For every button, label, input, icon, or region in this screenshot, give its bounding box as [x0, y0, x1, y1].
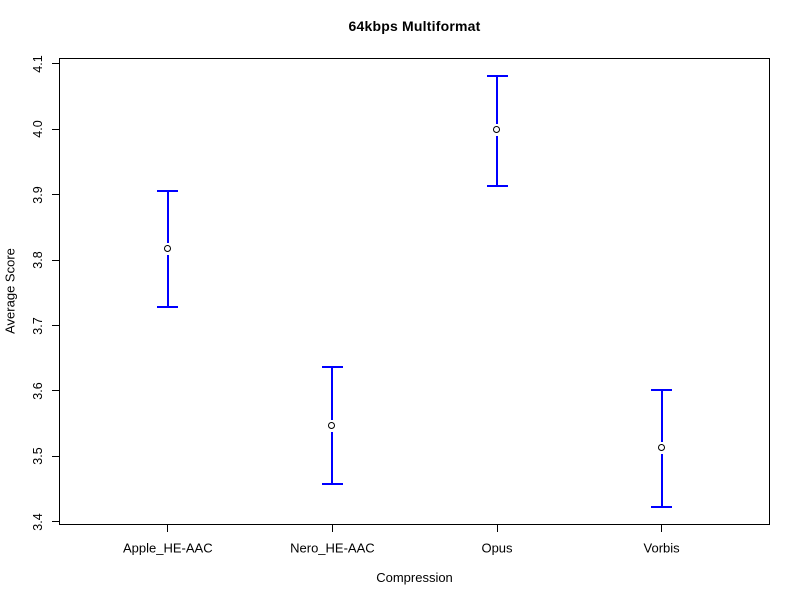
x-category-label: Opus	[481, 540, 513, 556]
data-point-marker	[657, 444, 665, 452]
y-tick-mark	[52, 455, 59, 457]
x-tick-mark	[331, 525, 333, 532]
y-tick-mark	[52, 128, 59, 130]
data-point-marker	[328, 422, 336, 430]
error-bar-line-upper	[166, 191, 169, 243]
error-bar-line-lower	[331, 432, 334, 485]
x-tick-mark	[496, 525, 498, 532]
y-tick-mark	[52, 194, 59, 196]
y-tick-mark	[52, 259, 59, 261]
error-bar-line-lower	[496, 135, 498, 187]
y-tick-mark	[52, 325, 59, 326]
error-bar-cap-bottom	[486, 185, 508, 188]
y-tick-label: 3.5	[31, 447, 45, 466]
error-bar-cap-bottom	[321, 483, 343, 486]
error-bar-line-lower	[660, 454, 663, 507]
error-bar-line-upper	[660, 390, 663, 443]
error-bar-cap-bottom	[651, 505, 673, 508]
x-tick-mark	[167, 525, 169, 532]
y-tick-mark	[52, 521, 59, 523]
y-tick-mark	[52, 63, 59, 65]
error-bar-line-upper	[331, 366, 334, 421]
data-point-marker	[163, 244, 171, 252]
x-category-label: Nero_HE-AAC	[290, 540, 375, 556]
chart-title: 64kbps Multiformat	[348, 18, 481, 34]
y-tick-label: 4.1	[31, 55, 45, 73]
x-tick-mark	[661, 525, 663, 532]
y-tick-mark	[52, 390, 59, 392]
y-tick-label: 3.8	[31, 251, 45, 269]
y-tick-label: 3.7	[31, 316, 45, 335]
y-tick-label: 3.4	[31, 513, 45, 531]
error-bar-line-upper	[496, 75, 498, 124]
x-category-label: Vorbis	[643, 540, 680, 556]
y-tick-label: 3.6	[31, 382, 45, 400]
x-axis-label: Compression	[376, 570, 453, 585]
y-axis-label: Average Score	[2, 248, 18, 334]
data-point-marker	[492, 125, 500, 133]
y-tick-label: 3.9	[31, 185, 45, 204]
error-bar-cap-bottom	[157, 305, 179, 308]
error-bar-line-lower	[166, 254, 169, 307]
y-tick-label: 4.0	[31, 120, 45, 138]
x-category-label: Apple_HE-AAC	[122, 540, 213, 556]
plot-area	[59, 58, 770, 525]
